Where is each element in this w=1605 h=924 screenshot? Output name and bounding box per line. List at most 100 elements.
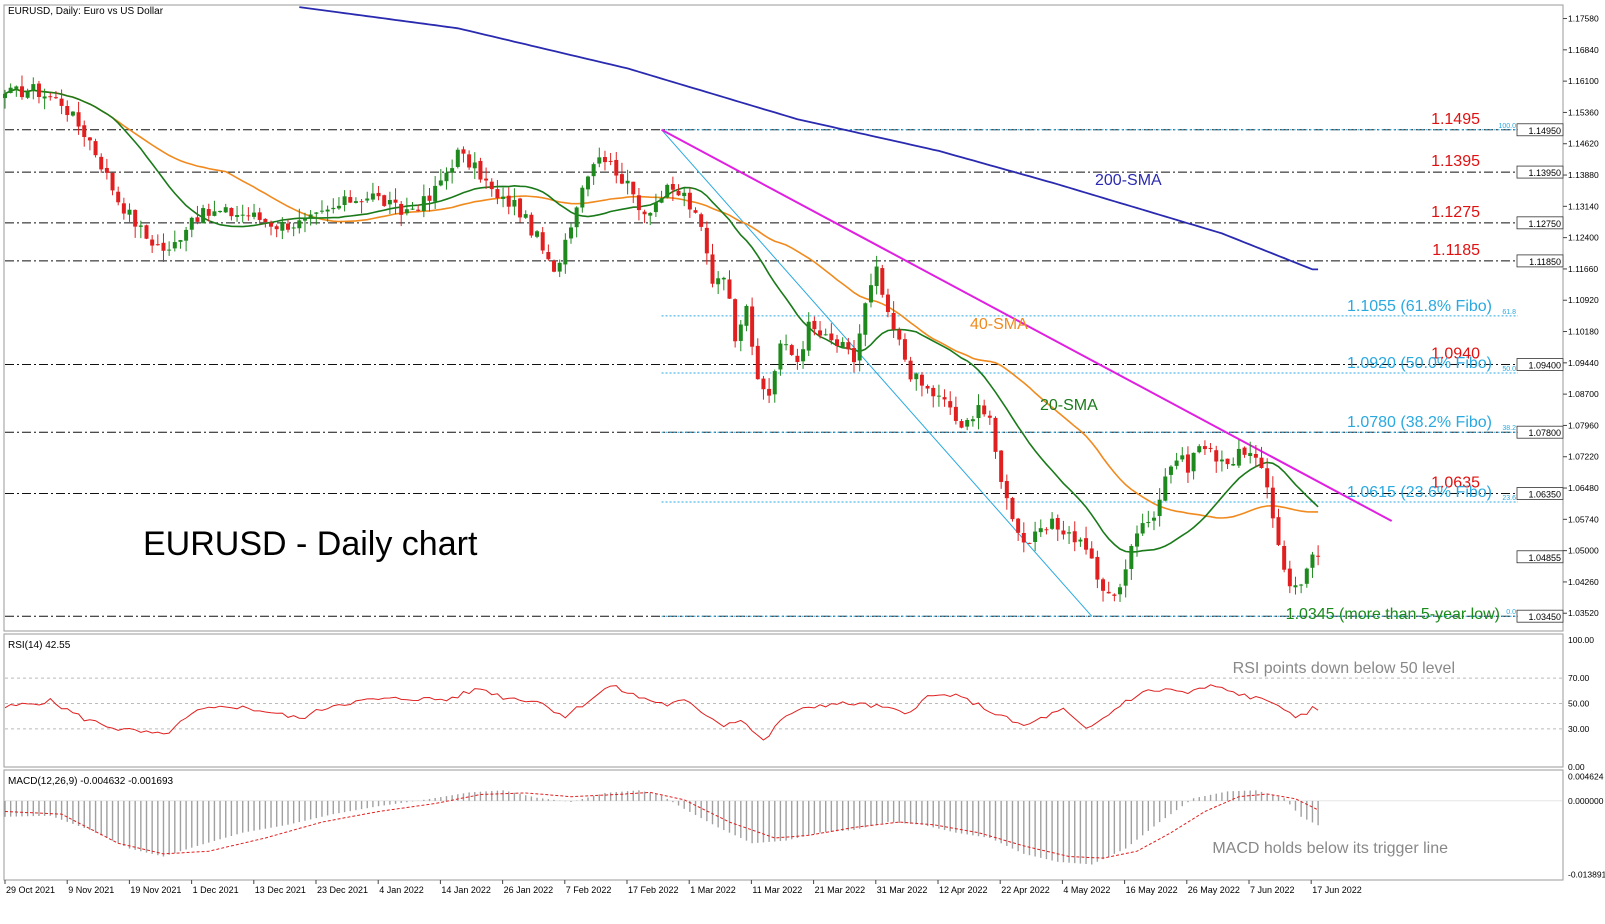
candle bbox=[1174, 452, 1179, 470]
candle-body bbox=[965, 420, 970, 427]
candle-body bbox=[178, 240, 183, 242]
candle-body bbox=[127, 209, 132, 215]
candle-body bbox=[982, 405, 987, 415]
candle bbox=[687, 187, 692, 218]
level-price-tag: 1.13950 bbox=[1516, 165, 1564, 179]
rsi-annotation: RSI points down below 50 level bbox=[1233, 660, 1455, 677]
candle bbox=[36, 80, 41, 104]
candle-body bbox=[619, 174, 624, 184]
candle-body bbox=[585, 176, 590, 190]
candle-body bbox=[721, 277, 726, 280]
candle-body bbox=[523, 214, 528, 218]
candle bbox=[529, 212, 534, 238]
candle-body bbox=[53, 97, 58, 99]
candle bbox=[48, 92, 53, 101]
date-axis-label: 7 Jun 2022 bbox=[1250, 885, 1295, 895]
candle-body bbox=[818, 330, 823, 336]
candle bbox=[1259, 446, 1264, 469]
candle bbox=[523, 210, 528, 219]
candle bbox=[133, 209, 138, 238]
candle-body bbox=[206, 209, 211, 216]
candle-body bbox=[31, 84, 36, 91]
candle bbox=[218, 210, 223, 214]
candle bbox=[1197, 444, 1202, 454]
candle bbox=[846, 337, 851, 355]
date-axis-label: 26 May 2022 bbox=[1188, 885, 1240, 895]
price-axis-label: 1.05000 bbox=[1568, 546, 1599, 556]
candle bbox=[772, 369, 777, 403]
candle bbox=[42, 88, 47, 110]
price-axis-label: 1.16840 bbox=[1568, 45, 1599, 55]
candle-body bbox=[704, 227, 709, 254]
candle bbox=[976, 394, 981, 430]
level-price-tag-box bbox=[1516, 487, 1564, 500]
candle bbox=[1118, 583, 1123, 602]
candle bbox=[291, 222, 296, 237]
level-price-tag-box bbox=[1516, 425, 1564, 439]
candle bbox=[150, 235, 155, 253]
candle bbox=[665, 183, 670, 199]
candle bbox=[614, 151, 619, 184]
candle bbox=[348, 190, 353, 204]
candle-body bbox=[382, 195, 387, 206]
candle bbox=[1168, 465, 1173, 484]
candle bbox=[308, 210, 313, 226]
candle bbox=[1140, 513, 1145, 536]
candle bbox=[619, 162, 624, 185]
candle-body bbox=[631, 181, 636, 195]
candle-body bbox=[580, 187, 585, 208]
candle bbox=[336, 197, 341, 210]
candle bbox=[942, 389, 947, 407]
candle bbox=[1016, 517, 1021, 541]
candle-body bbox=[25, 91, 30, 98]
sma20-label: 20-SMA bbox=[1040, 397, 1098, 414]
candle-body bbox=[246, 215, 251, 217]
candle bbox=[76, 101, 81, 135]
candle bbox=[778, 340, 783, 376]
candle-body bbox=[693, 210, 698, 213]
candle bbox=[70, 111, 75, 117]
candle-body bbox=[1151, 517, 1156, 521]
level-label: 1.1395 bbox=[1431, 153, 1480, 170]
candle-body bbox=[1010, 497, 1015, 520]
candle-body bbox=[427, 195, 432, 201]
candle bbox=[1157, 488, 1162, 527]
level-price-tag: 1.14950 bbox=[1516, 123, 1564, 137]
candle-body bbox=[1050, 518, 1055, 529]
candle bbox=[1112, 593, 1117, 602]
candle-body bbox=[1021, 533, 1026, 543]
candle bbox=[110, 172, 115, 196]
price-axis-label: 1.14620 bbox=[1568, 139, 1599, 149]
candle bbox=[501, 187, 506, 208]
sma40-label: 40-SMA bbox=[970, 316, 1028, 333]
candle-body bbox=[1118, 587, 1123, 595]
candle bbox=[421, 184, 426, 218]
candle-body bbox=[370, 193, 375, 200]
candle bbox=[1236, 439, 1241, 468]
date-axis-label: 13 Dec 2021 bbox=[255, 885, 306, 895]
date-axis-label: 19 Nov 2021 bbox=[130, 885, 181, 895]
date-axis-label: 26 Jan 2022 bbox=[504, 885, 554, 895]
candle bbox=[370, 182, 375, 202]
candle bbox=[1021, 522, 1026, 553]
candle-body bbox=[399, 203, 404, 215]
level-price-tag-text: 1.12750 bbox=[1528, 219, 1561, 229]
candle-body bbox=[484, 178, 489, 181]
moving-averages-layer bbox=[4, 6, 1393, 553]
candle bbox=[608, 152, 613, 166]
sma40-line bbox=[4, 88, 1319, 519]
candle-body bbox=[195, 217, 200, 222]
candle-body bbox=[1084, 538, 1089, 550]
level-price-tag-text: 1.14950 bbox=[1528, 126, 1561, 136]
candle-body bbox=[829, 333, 834, 341]
candle bbox=[574, 206, 579, 238]
candle bbox=[229, 207, 234, 221]
candle bbox=[1095, 550, 1100, 589]
candle-body bbox=[1225, 458, 1230, 465]
candle-body bbox=[93, 141, 98, 156]
level-price-tag: 1.07800 bbox=[1516, 425, 1564, 439]
candle bbox=[455, 147, 460, 169]
candle-body bbox=[540, 232, 545, 251]
date-axis-layer: 29 Oct 2021 9 Nov 2021 19 Nov 2021 1 Dec 20… bbox=[4, 880, 1362, 895]
candle-body bbox=[1072, 531, 1077, 543]
